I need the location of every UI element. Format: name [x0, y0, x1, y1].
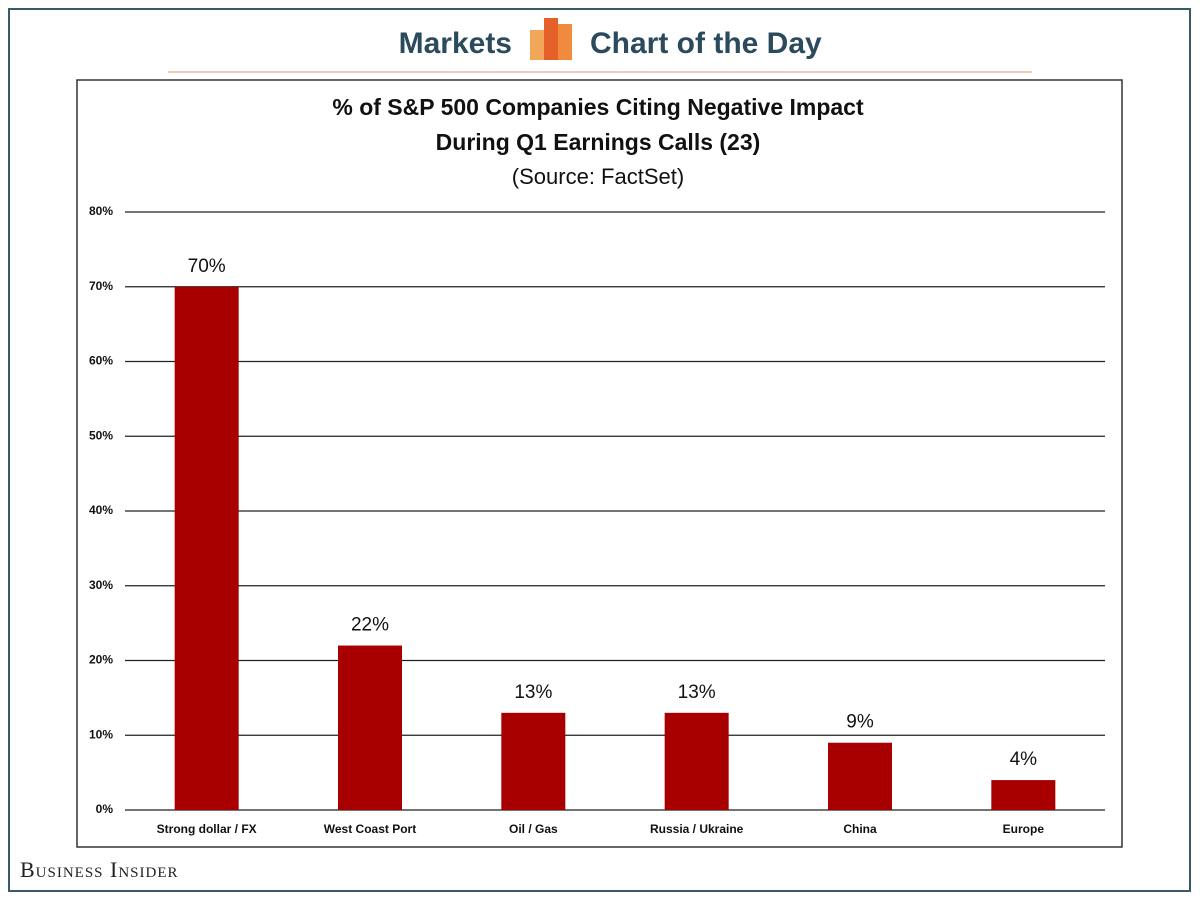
bar — [338, 645, 402, 810]
value-label: 13% — [678, 682, 716, 703]
value-label: 9% — [846, 712, 874, 733]
y-tick-label: 20% — [89, 653, 113, 667]
y-tick-label: 50% — [89, 428, 113, 442]
chart-frame — [76, 79, 1123, 848]
y-tick-label: 10% — [89, 727, 113, 741]
x-tick-label: Russia / Ukraine — [650, 822, 744, 836]
value-label: 4% — [1010, 749, 1038, 770]
header-left: Markets — [399, 27, 512, 60]
y-tick-label: 0% — [96, 802, 114, 816]
value-label: 22% — [351, 615, 389, 636]
bar — [501, 712, 566, 810]
bar — [174, 286, 239, 810]
x-tick-label: China — [843, 822, 877, 836]
bar — [828, 742, 892, 810]
footer-brand: Business Insider — [20, 857, 179, 882]
y-tick-label: 60% — [89, 354, 113, 368]
chart-subtitle: (Source: FactSet) — [512, 164, 684, 189]
page-frame — [8, 8, 1191, 892]
header-right: Chart of the Day — [590, 27, 822, 60]
x-tick-label: Oil / Gas — [509, 822, 558, 836]
x-tick-label: West Coast Port — [324, 822, 416, 836]
y-tick-label: 40% — [89, 503, 113, 517]
y-tick-label: 80% — [89, 204, 113, 218]
bar — [664, 712, 729, 810]
y-tick-label: 70% — [89, 279, 113, 293]
logo — [530, 18, 572, 60]
x-tick-label: Strong dollar / FX — [157, 822, 257, 836]
y-tick-label: 30% — [89, 578, 113, 592]
value-label: 70% — [188, 256, 226, 277]
value-label: 13% — [514, 682, 552, 703]
x-tick-label: Europe — [1003, 822, 1045, 836]
chart-title: During Q1 Earnings Calls (23) — [436, 129, 761, 155]
bar — [991, 780, 1056, 810]
chart-title: % of S&P 500 Companies Citing Negative I… — [332, 94, 864, 120]
